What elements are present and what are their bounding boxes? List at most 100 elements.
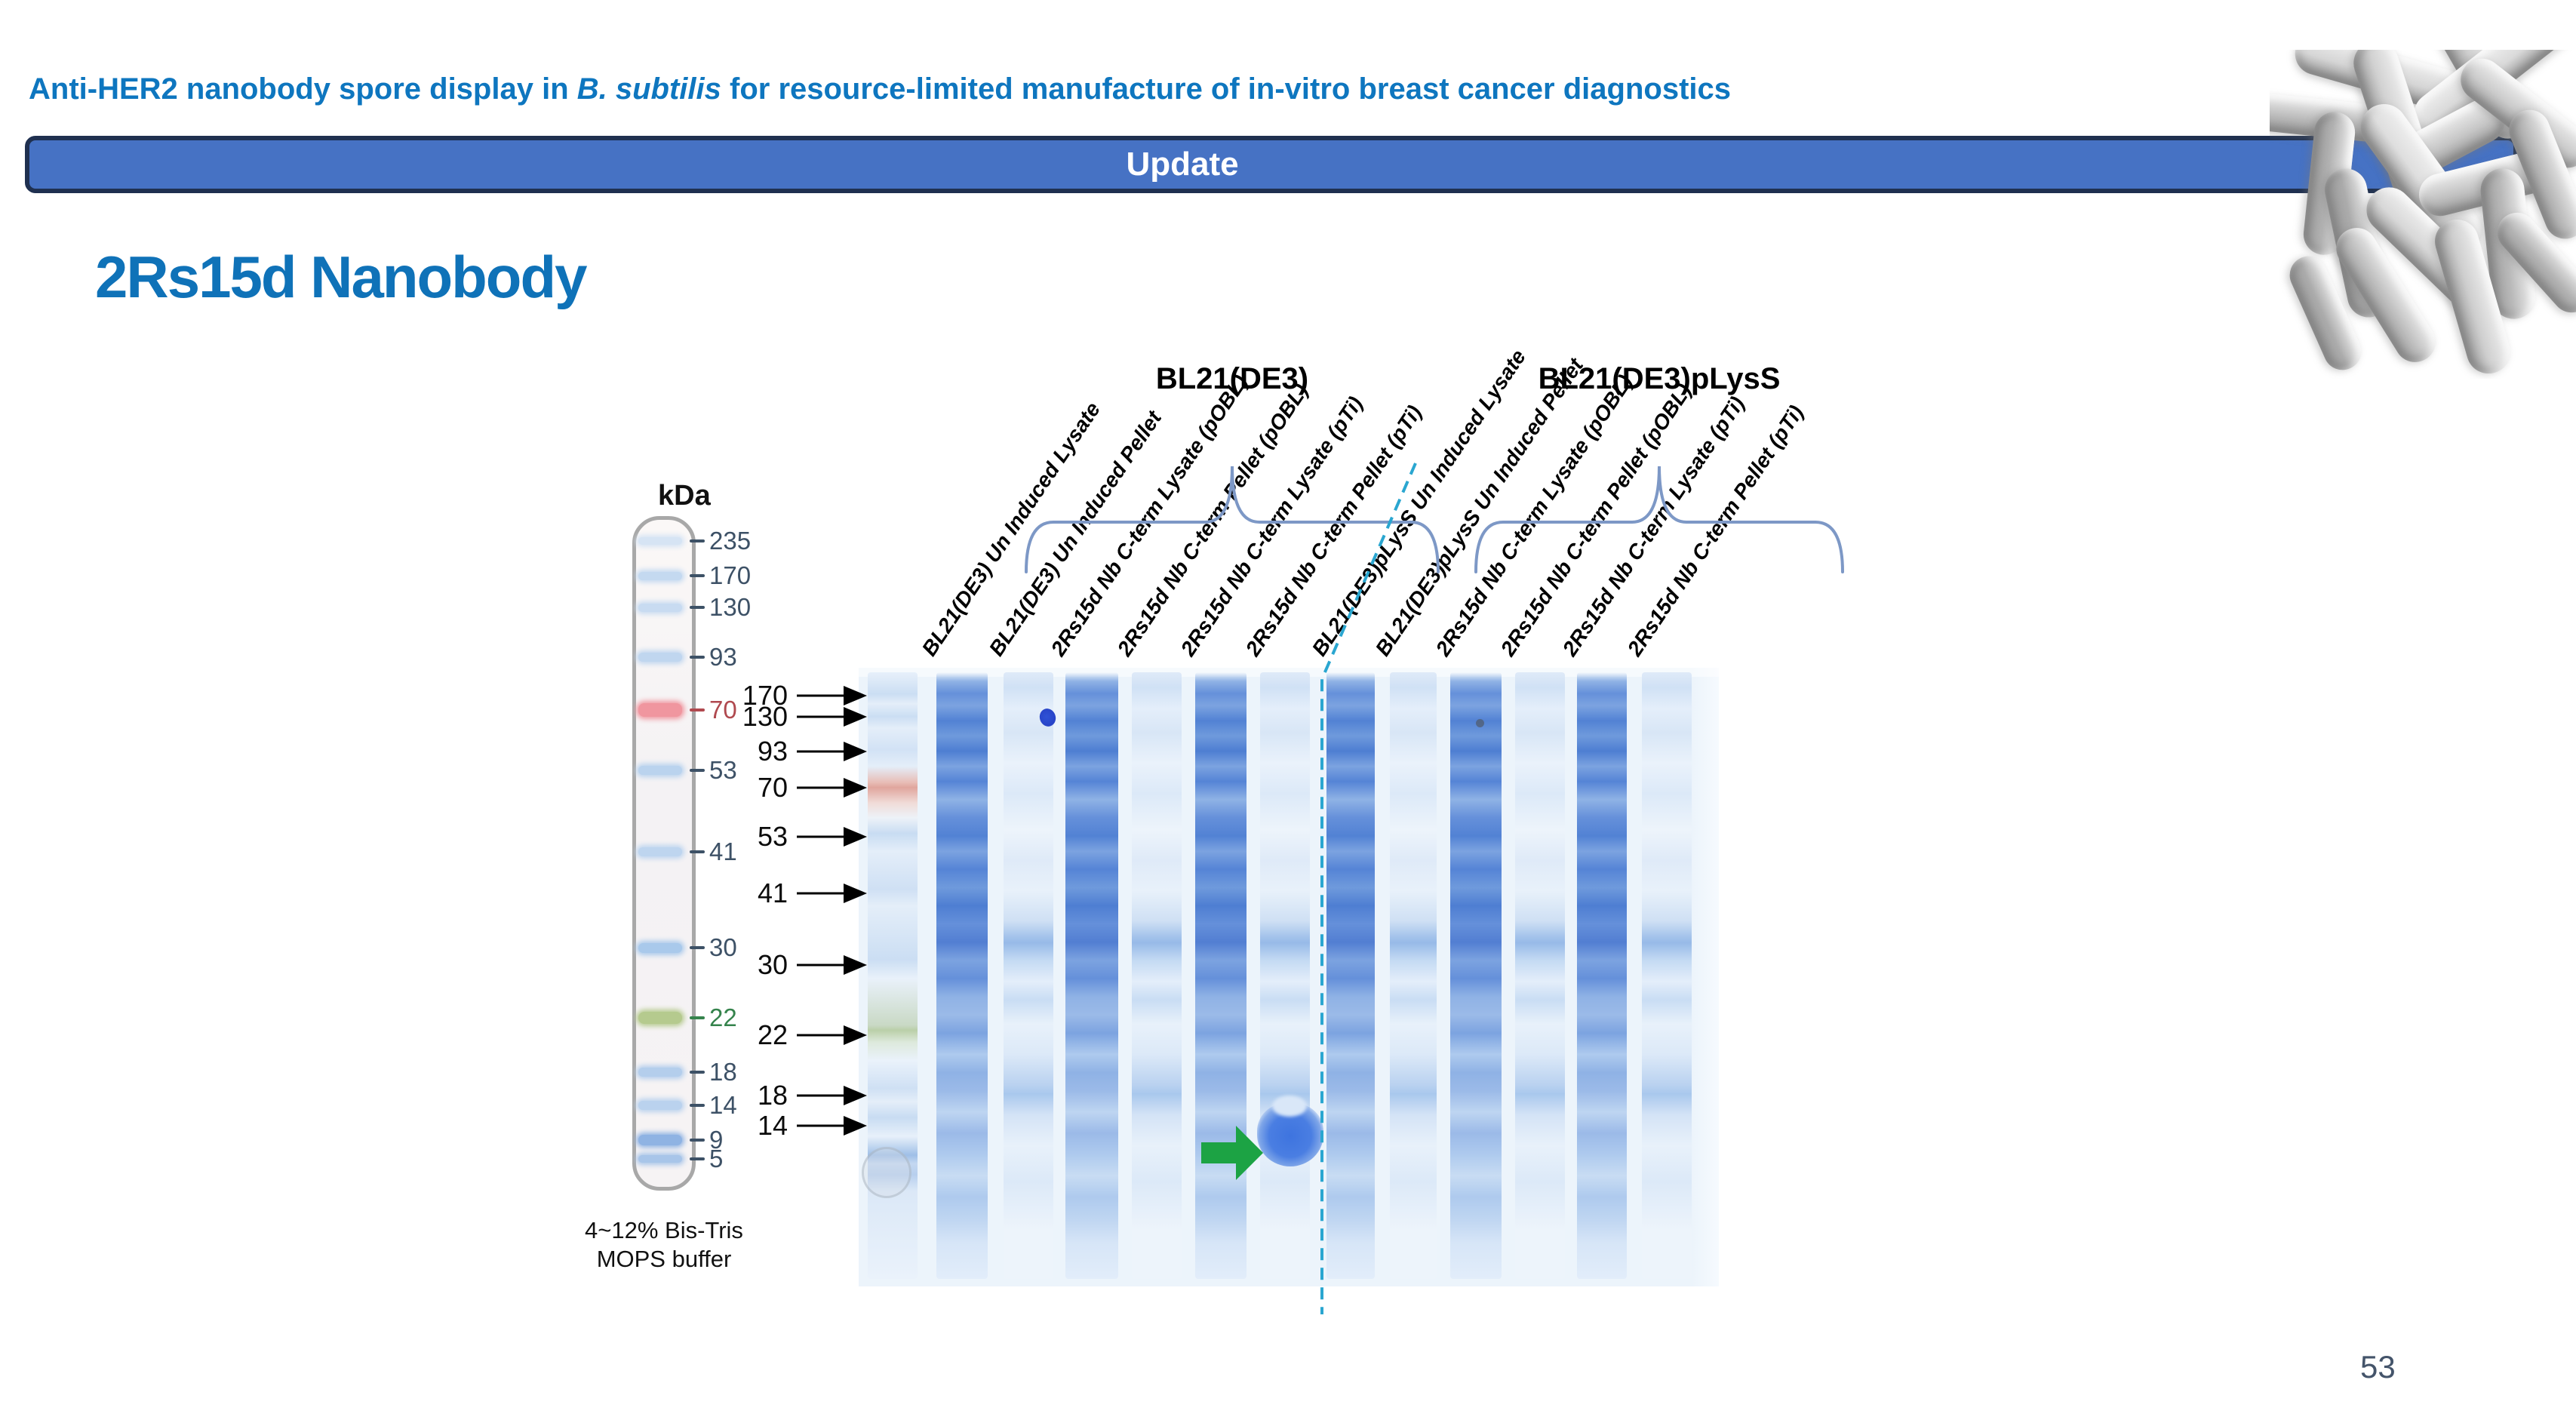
gel-marker-41: 41 — [718, 877, 869, 909]
ladder-band-30 — [638, 942, 682, 953]
gel-marker-30: 30 — [718, 949, 869, 981]
ladder-caption-line2: MOPS buffer — [596, 1246, 732, 1272]
gel-lane-2 — [1004, 672, 1053, 1279]
gel-lane-4 — [1132, 672, 1182, 1279]
ladder-num-22: 22 — [709, 1003, 737, 1031]
right-arrow-icon — [797, 1116, 867, 1136]
ladder-num-93: 93 — [709, 643, 737, 671]
gel-lane-7 — [1326, 672, 1375, 1279]
gel-lane-3 — [1065, 672, 1118, 1279]
ladder-band-70 — [638, 703, 682, 717]
gel-marker-label: 41 — [757, 877, 788, 908]
gel-marker-label: 30 — [757, 949, 788, 980]
gel-marker-label: 70 — [757, 772, 788, 803]
ladder-band-41 — [638, 847, 682, 856]
gel-marker-14: 14 — [718, 1110, 869, 1142]
gel-lane-9 — [1450, 672, 1502, 1279]
ladder-num-130: 130 — [709, 593, 752, 621]
ladder-tick-18 — [690, 1071, 705, 1074]
gel-lane-10 — [1515, 672, 1565, 1279]
ladder-band-18 — [638, 1068, 682, 1077]
gel-marker-label: 53 — [757, 821, 788, 852]
gel-marker-170: 170 — [718, 680, 869, 712]
gel-marker-22: 22 — [718, 1019, 869, 1051]
ladder-num-9: 9 — [709, 1126, 724, 1154]
ladder-tick-14 — [690, 1104, 705, 1107]
gel-marker-label: 93 — [757, 736, 788, 767]
slide-title-pre: Anti-HER2 nanobody spore display in — [29, 72, 577, 106]
gel-lane-1 — [936, 672, 988, 1279]
gel-marker-label: 130 — [742, 701, 788, 732]
right-arrow-icon — [797, 707, 867, 727]
slide-title-post: for resource-limited manufacture of in-v… — [721, 72, 1731, 106]
gel-marker-70: 70 — [718, 772, 869, 804]
ladder-num-235: 235 — [709, 527, 752, 555]
ladder-num-53: 53 — [709, 756, 737, 784]
ladder-tick-5 — [690, 1157, 705, 1160]
gel-marker-label: 170 — [742, 680, 788, 711]
gel-empty-right-strip — [1692, 668, 1719, 1286]
ladder-num-170: 170 — [709, 561, 752, 589]
ladder-tick-170 — [690, 574, 705, 577]
ladder-tick-70 — [690, 708, 705, 712]
gel-marker-label: 22 — [757, 1019, 788, 1050]
gel-marker-93: 93 — [718, 736, 869, 767]
bacteria-sem-image — [2270, 50, 2576, 379]
ladder-tick-53 — [690, 769, 705, 772]
gel-lane-8 — [1390, 672, 1437, 1279]
gel-bubble-artifact — [862, 1147, 911, 1198]
ladder-tick-22 — [690, 1016, 705, 1019]
gel-marker-53: 53 — [718, 821, 869, 853]
ladder-caption-line1: 4~12% Bis-Tris — [585, 1217, 743, 1243]
group-header-bl21de3plyss: BL21(DE3)pLysS — [1538, 362, 1781, 395]
ladder-band-93 — [638, 653, 682, 662]
right-arrow-icon — [797, 686, 867, 705]
right-arrow-icon — [797, 742, 867, 761]
ladder-tick-41 — [690, 850, 705, 853]
ladder-num-18: 18 — [709, 1058, 737, 1086]
ladder-num-70: 70 — [709, 696, 737, 724]
slide-title-species: B. subtilis — [576, 72, 721, 106]
ladder-tick-30 — [690, 946, 705, 949]
page-number: 53 — [2360, 1349, 2396, 1385]
ladder-band-235 — [638, 537, 682, 545]
update-banner-label: Update — [1126, 146, 1239, 183]
group-header-bl21de3: BL21(DE3) — [1155, 362, 1309, 395]
ladder-num-30: 30 — [709, 933, 737, 961]
ladder-tick-235 — [690, 539, 705, 542]
right-arrow-icon — [797, 884, 867, 903]
right-arrow-icon — [797, 827, 867, 847]
gel-lane-6 — [1260, 672, 1310, 1279]
ladder-caption: 4~12% Bis-Tris MOPS buffer — [562, 1216, 766, 1274]
gel-lane-12 — [1642, 672, 1692, 1279]
gel-marker-18: 18 — [718, 1080, 869, 1111]
gel-marker-label: 14 — [757, 1110, 788, 1141]
ladder-band-22 — [638, 1012, 682, 1024]
ladder-num-41: 41 — [709, 838, 737, 865]
ladder-tick-9 — [690, 1139, 705, 1142]
right-arrow-icon — [797, 955, 867, 975]
ladder-num-5: 5 — [709, 1145, 724, 1173]
ladder-band-130 — [638, 603, 682, 612]
ladder-band-14 — [638, 1101, 682, 1110]
ladder-tick-93 — [690, 656, 705, 659]
gel-marker-label: 18 — [757, 1080, 788, 1111]
gel-speck-artifact — [1476, 719, 1484, 727]
right-arrow-icon — [797, 778, 867, 798]
ladder-band-53 — [638, 766, 682, 775]
update-banner: Update — [25, 136, 2518, 193]
section-heading: 2Rs15d Nanobody — [95, 244, 587, 310]
gel-lane-11 — [1577, 672, 1627, 1279]
gel-marker-130: 130 — [718, 701, 869, 733]
ladder-band-9 — [638, 1135, 682, 1145]
slide-title: Anti-HER2 nanobody spore display in B. s… — [29, 72, 1731, 106]
ladder-band-170 — [638, 571, 682, 580]
ladder-num-14: 14 — [709, 1091, 737, 1119]
gel-lane-5 — [1195, 672, 1247, 1279]
ladder-band-5 — [638, 1155, 682, 1163]
nanobody-band-notch — [1272, 1096, 1307, 1117]
ladder-tick-130 — [690, 606, 705, 609]
right-arrow-icon — [797, 1086, 867, 1105]
sds-page-gel-image — [859, 668, 1719, 1286]
